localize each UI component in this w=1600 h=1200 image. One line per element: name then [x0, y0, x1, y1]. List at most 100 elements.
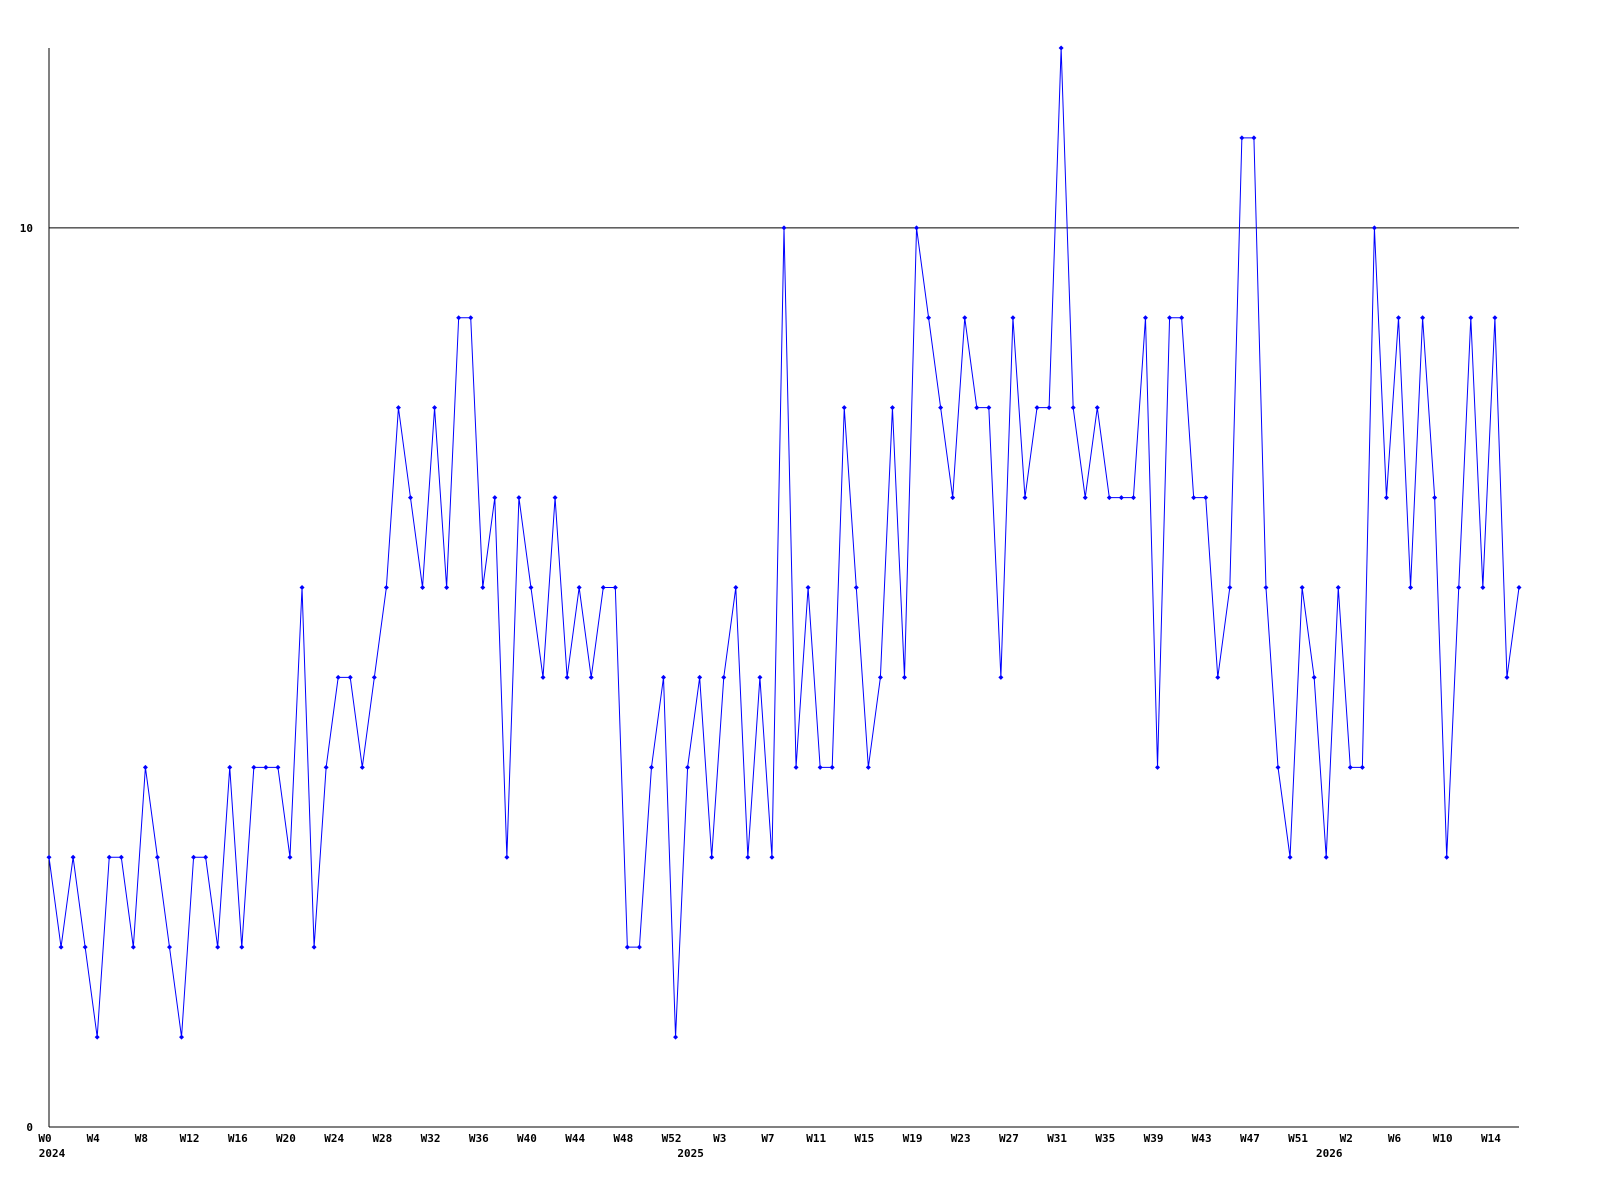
x-tick-label: W35: [1095, 1132, 1115, 1145]
point: [82, 944, 88, 950]
point: [383, 585, 389, 590]
x-tick-label: W7: [761, 1132, 774, 1145]
point: [1010, 315, 1016, 321]
point: [468, 315, 474, 321]
point: [70, 854, 76, 860]
point: [588, 674, 594, 680]
point: [299, 585, 305, 590]
point: [420, 585, 426, 590]
point: [251, 764, 257, 770]
x-tick-label: W10: [1433, 1132, 1453, 1145]
point: [769, 854, 775, 860]
point: [673, 1034, 679, 1040]
point: [540, 674, 546, 680]
point: [1130, 495, 1136, 501]
point: [1335, 585, 1341, 590]
x-tick-label: W51: [1288, 1132, 1308, 1145]
x-tick-label: W52: [662, 1132, 682, 1145]
point: [1468, 315, 1474, 321]
point: [865, 764, 871, 770]
point: [1239, 135, 1245, 141]
x-tick-label: W8: [135, 1132, 148, 1145]
point: [624, 944, 630, 950]
x-tick-label: W16: [228, 1132, 248, 1145]
x-tick-label: W24: [324, 1132, 344, 1145]
point: [227, 764, 233, 770]
point: [359, 764, 365, 770]
point: [1167, 315, 1173, 321]
point: [1251, 135, 1257, 141]
point: [371, 674, 377, 680]
y-tick-label: 10: [20, 222, 33, 235]
point: [1142, 315, 1148, 321]
point: [275, 764, 281, 770]
x-tick-label: W23: [951, 1132, 971, 1145]
x-tick-label: W36: [469, 1132, 489, 1145]
x-tick-label: W15: [854, 1132, 874, 1145]
x-tick-label: W6: [1388, 1132, 1402, 1145]
point: [962, 315, 968, 321]
point: [1444, 854, 1450, 860]
x-tick-label: W39: [1144, 1132, 1164, 1145]
point: [492, 495, 498, 501]
point: [130, 944, 136, 950]
point: [504, 854, 510, 860]
point: [600, 585, 606, 590]
point: [166, 944, 172, 950]
point: [347, 674, 353, 680]
point: [1492, 315, 1498, 321]
point: [564, 674, 570, 680]
point: [528, 585, 534, 590]
point: [1155, 764, 1161, 770]
x-tick-label: W3: [713, 1132, 726, 1145]
point: [636, 944, 642, 950]
point: [745, 854, 751, 860]
point: [444, 585, 450, 590]
point: [480, 585, 486, 590]
point: [576, 585, 582, 590]
point: [1480, 585, 1486, 590]
x-tick-label: W11: [806, 1132, 826, 1145]
point: [841, 405, 847, 411]
point: [1420, 315, 1426, 321]
point: [661, 674, 667, 680]
point: [203, 854, 209, 860]
x-tick-label: W14: [1481, 1132, 1501, 1145]
point: [914, 225, 920, 231]
point: [1504, 674, 1510, 680]
point: [733, 585, 739, 590]
point: [781, 225, 787, 231]
point: [58, 944, 64, 950]
x-tick-label: W2: [1340, 1132, 1353, 1145]
point: [793, 764, 799, 770]
x-tick-label: W12: [180, 1132, 200, 1145]
x-tick-label: W27: [999, 1132, 1019, 1145]
point: [986, 405, 992, 411]
point: [1022, 495, 1028, 501]
point: [1058, 45, 1064, 51]
point: [829, 764, 835, 770]
x-tick-label: W40: [517, 1132, 537, 1145]
point: [709, 854, 715, 860]
point: [432, 405, 438, 411]
point: [154, 854, 160, 860]
point: [106, 854, 112, 860]
point: [552, 495, 558, 501]
point: [1383, 495, 1389, 501]
x-year-label: 2025: [677, 1147, 704, 1160]
point: [1311, 674, 1317, 680]
point: [1118, 495, 1124, 501]
point: [1263, 585, 1269, 590]
point: [191, 854, 197, 860]
point: [926, 315, 932, 321]
point: [311, 944, 317, 950]
point: [1371, 225, 1377, 231]
point: [1432, 495, 1438, 501]
point: [1275, 764, 1281, 770]
x-tick-label: W4: [87, 1132, 101, 1145]
x-tick-label: W43: [1192, 1132, 1212, 1145]
point: [407, 495, 413, 501]
point: [950, 495, 956, 501]
